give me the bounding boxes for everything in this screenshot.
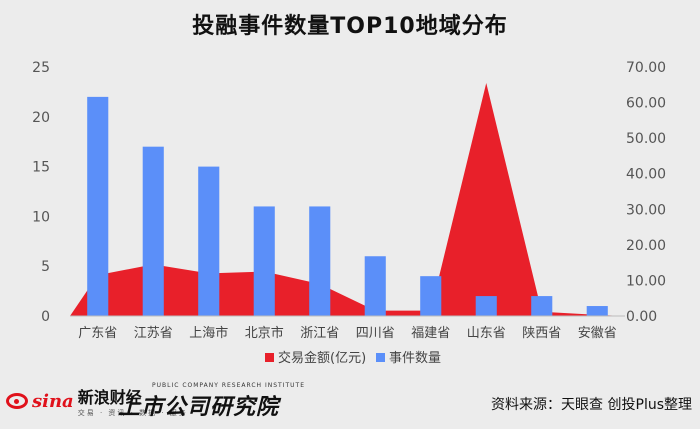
x-tick-label: 江苏省 (134, 325, 173, 341)
bar-福建省 (420, 276, 442, 316)
chart-plot: 0 5 10 15 20 25 0.00 10.00 20.00 30.00 40.00 50.00 6… (32, 60, 666, 366)
sina-finance-sub: 交易 · 资讯 · 数据 · 服务 (77, 409, 188, 417)
bar-安徽省 (586, 306, 608, 316)
sina-finance-name: 新浪财经 (77, 388, 142, 407)
bar-series-layer (87, 96, 608, 316)
x-tick-label: 北京市 (245, 325, 284, 341)
bar-江苏省 (142, 146, 164, 316)
data-source: 资料来源：天眼查 创投Plus整理 (491, 397, 692, 413)
right-tick-label: 60.00 (626, 96, 666, 112)
area-series-layer (70, 83, 625, 316)
left-tick-label: 20 (32, 110, 50, 126)
right-tick-label: 10.00 (626, 273, 666, 289)
bar-广东省 (87, 96, 109, 316)
x-tick-label: 广东省 (78, 326, 117, 341)
bar-北京市 (253, 206, 275, 316)
bar-山东省 (475, 296, 497, 316)
right-tick-label: 70.00 (626, 60, 666, 76)
bar-四川省 (364, 256, 386, 316)
legend-swatch (376, 353, 385, 362)
x-tick-label: 上海市 (189, 325, 228, 341)
sina-eye-icon (6, 393, 28, 409)
research-institute-logo: PUBLIC COMPANY RESEARCH INSTITUTE 上市公司研究… (118, 382, 305, 421)
right-tick-label: 0.00 (626, 309, 657, 325)
right-tick-label: 40.00 (626, 167, 666, 183)
left-tick-label: 25 (32, 60, 50, 76)
sina-finance-logo: sina 新浪财经 交易 · 资讯 · 数据 · 服务 (6, 384, 188, 418)
legend-label: 交易金额(亿元) (278, 350, 366, 366)
chart-title-bar: 投融事件数量TOP10地域分布 (0, 0, 700, 48)
research-institute-en: PUBLIC COMPANY RESEARCH INSTITUTE (152, 382, 305, 389)
left-tick-label: 10 (32, 209, 50, 225)
legend-label: 事件数量 (389, 351, 441, 366)
x-tick-label: 安徽省 (578, 326, 617, 341)
footer: sina 新浪财经 交易 · 资讯 · 数据 · 服务 PUBLIC COMPA… (0, 376, 700, 429)
research-institute-name: 上市公司研究院 (118, 394, 280, 420)
x-tick-label: 陕西省 (522, 326, 561, 341)
bar-陕西省 (531, 296, 553, 316)
legend-swatch (265, 353, 274, 362)
bar-浙江省 (309, 206, 331, 316)
right-tick-label: 30.00 (626, 202, 666, 218)
chart-title: 投融事件数量TOP10地域分布 (192, 14, 508, 39)
left-tick-label: 0 (41, 309, 50, 325)
right-tick-label: 50.00 (626, 131, 666, 147)
left-tick-label: 15 (32, 160, 50, 176)
left-tick-label: 5 (41, 259, 50, 275)
right-tick-label: 20.00 (626, 238, 666, 254)
x-tick-label: 山东省 (467, 326, 506, 341)
sina-wordmark: sina (32, 390, 74, 412)
x-tick-label: 浙江省 (300, 326, 339, 341)
legend: 交易金额(亿元) 事件数量 (265, 350, 441, 366)
axis-layer: 0 5 10 15 20 25 0.00 10.00 20.00 30.00 40.00 50.00 6… (32, 60, 666, 341)
x-tick-label: 福建省 (411, 326, 450, 341)
bar-上海市 (198, 166, 220, 316)
area-交易金额(亿元) (70, 83, 625, 316)
x-tick-label: 四川省 (356, 326, 395, 341)
